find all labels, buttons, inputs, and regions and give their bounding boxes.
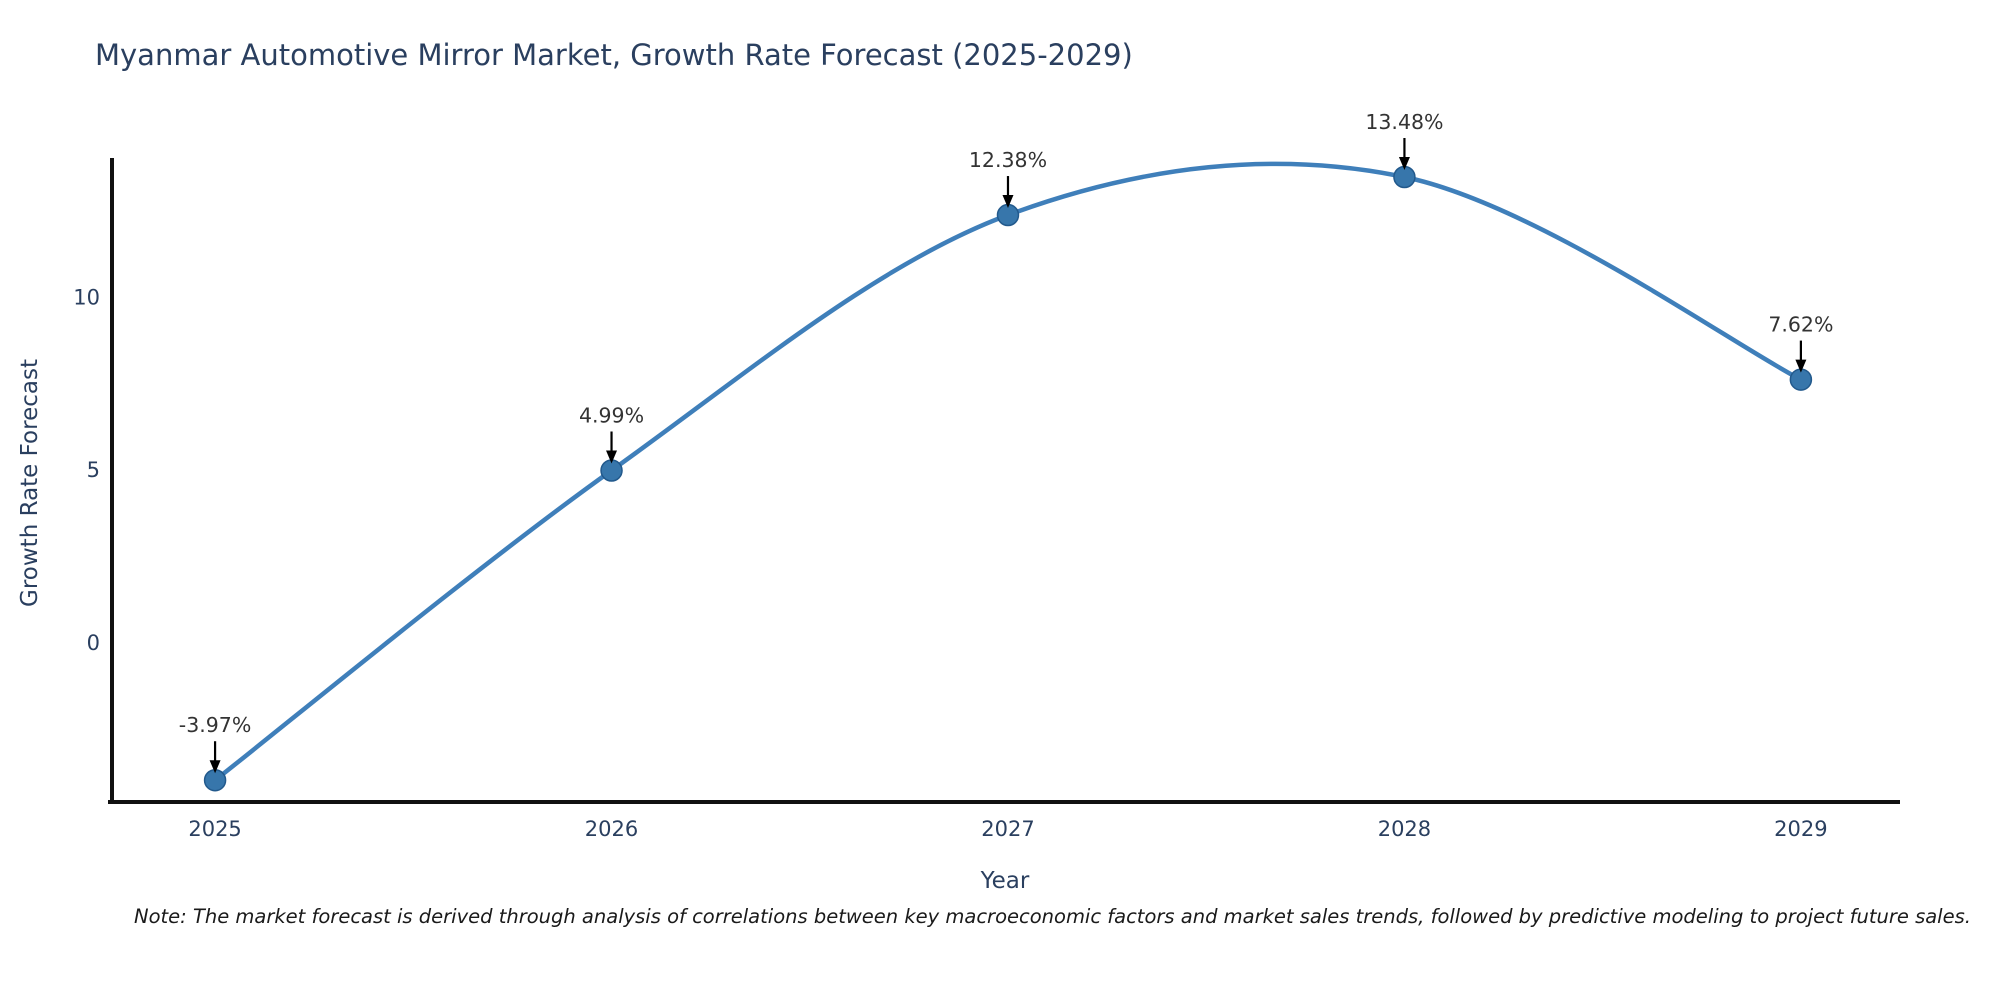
series-line [212, 161, 1804, 783]
x-axis-title: Year [980, 868, 1030, 894]
x-tick-label: 2026 [585, 817, 638, 841]
annotation-arrowhead [1795, 359, 1807, 373]
annotation-arrowhead [209, 760, 221, 774]
x-tick-label: 2029 [1774, 817, 1827, 841]
annotation-label: 7.62% [1768, 313, 1833, 337]
x-tick-label: 2028 [1378, 817, 1431, 841]
annotation-label: 13.48% [1365, 110, 1443, 134]
annotation-label: 4.99% [579, 403, 644, 427]
annotation-arrowhead [606, 450, 618, 464]
y-tick-label: 10 [73, 285, 100, 309]
note-text: Note: The market forecast is derived thr… [134, 905, 1971, 928]
annotation-arrowhead [1002, 195, 1014, 209]
annotation-label: 12.38% [969, 148, 1047, 172]
line-chart-canvas[interactable]: 0 5 10 2025 2026 2027 2028 2029 -3.97% 4.99% 12.38… [0, 0, 2000, 900]
y-tick-label: 0 [87, 631, 100, 655]
annotation-label: -3.97% [179, 713, 252, 737]
y-tick-label: 5 [87, 458, 100, 482]
chart-title: Myanmar Automotive Mirror Market, Growth… [95, 38, 1133, 72]
annotation-arrowhead [1398, 157, 1410, 171]
x-tick-label: 2027 [981, 817, 1034, 841]
x-tick-label: 2025 [188, 817, 241, 841]
